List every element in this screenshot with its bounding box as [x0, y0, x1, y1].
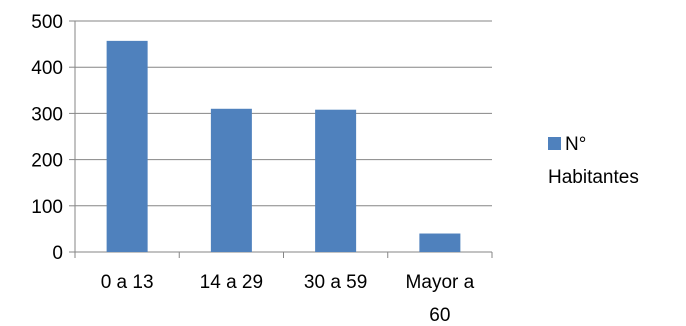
x-category-label: 30 a 59: [304, 272, 367, 293]
legend-label: Habitantes: [548, 167, 639, 188]
legend-label: N°: [565, 134, 586, 155]
y-tick-label: 300: [31, 104, 63, 125]
y-tick-label: 400: [31, 58, 63, 79]
y-tick-labels: 0 100 200 300 400 500: [31, 12, 63, 264]
x-category-label: 60: [429, 305, 450, 326]
x-category-label: 0 a 13: [101, 272, 154, 293]
y-tick-label: 200: [31, 151, 63, 172]
legend-swatch: [548, 137, 561, 150]
y-tick-label: 0: [52, 243, 63, 264]
bar: [419, 233, 461, 252]
y-tick-label: 100: [31, 197, 63, 218]
bars: [106, 40, 461, 253]
x-category-labels: 0 a 13 14 a 29 30 a 59 Mayor a 60: [101, 272, 475, 326]
legend: N° Habitantes: [548, 134, 639, 188]
bar: [106, 40, 148, 253]
y-tick-label: 500: [31, 12, 63, 33]
bar: [210, 108, 252, 252]
bar: [315, 109, 357, 252]
x-category-label: Mayor a: [406, 272, 475, 293]
x-category-label: 14 a 29: [200, 272, 263, 293]
